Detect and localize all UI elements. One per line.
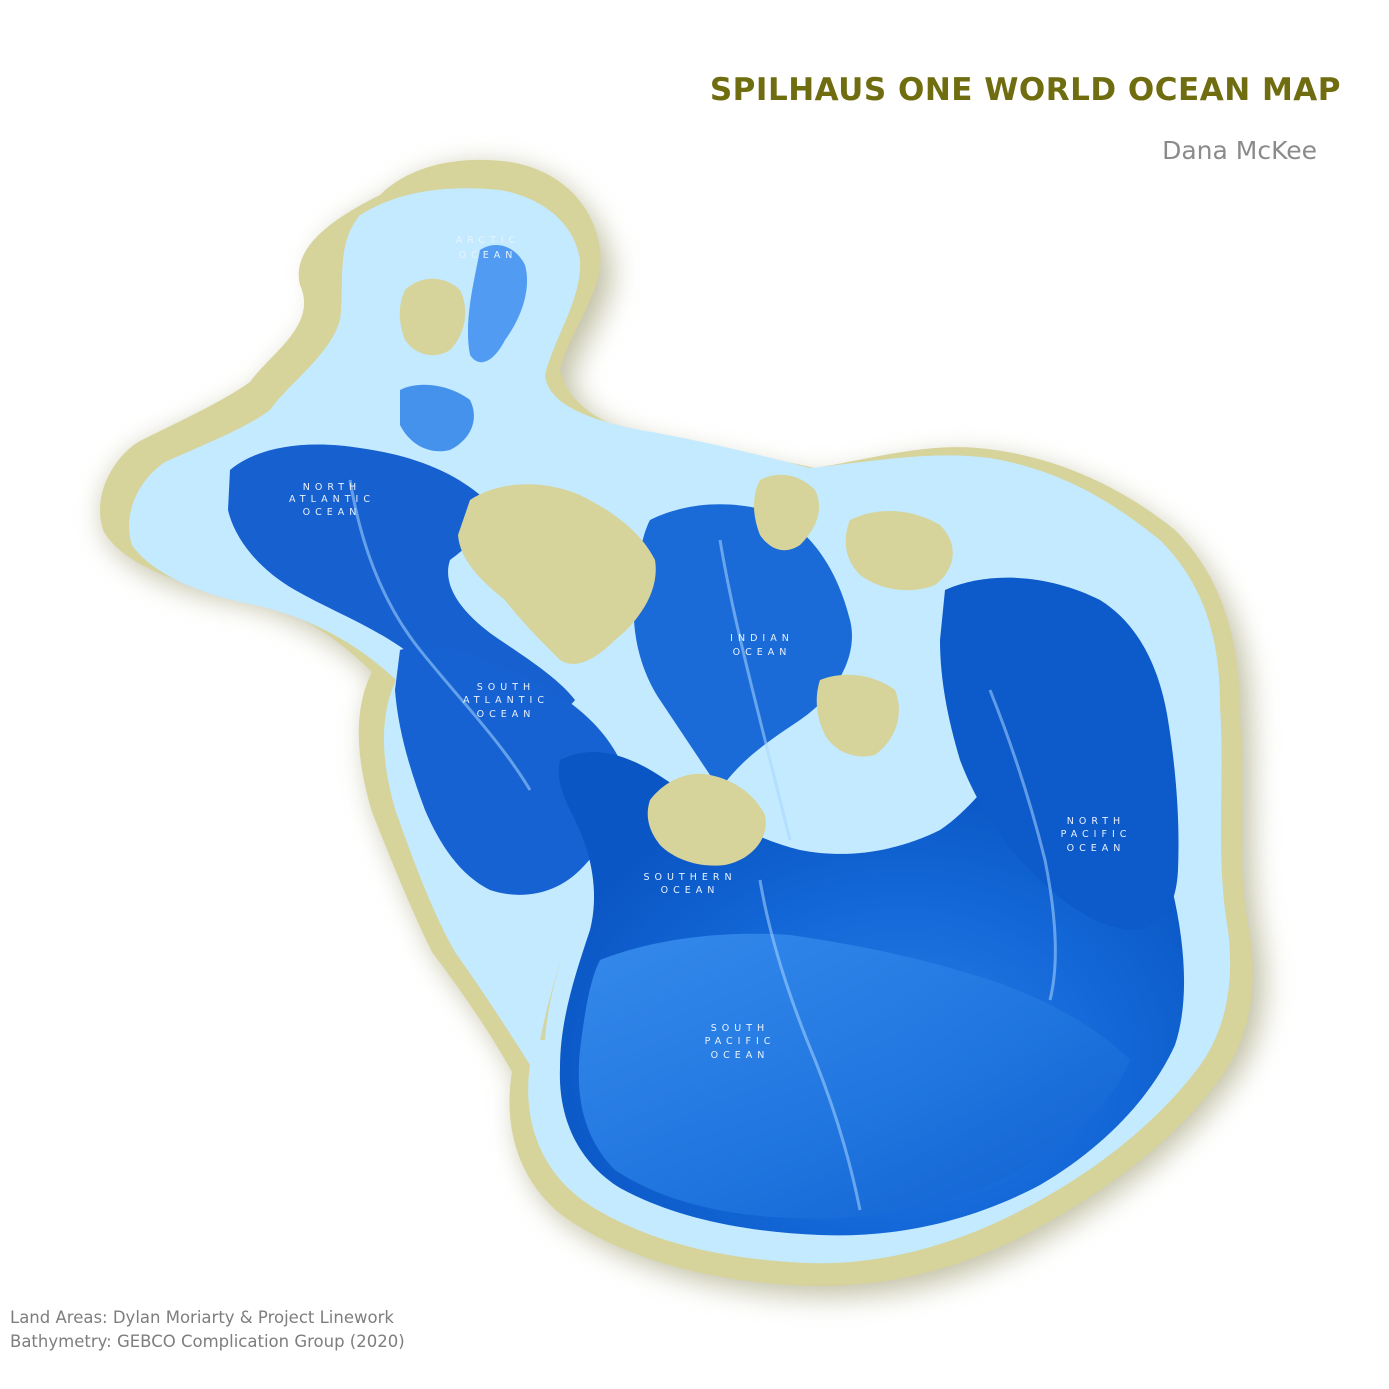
label-indian-line1: INDIAN: [730, 633, 794, 644]
label-north-atlantic-line1: NORTH: [303, 482, 361, 493]
label-southern-ocean: SOUTHERN OCEAN: [643, 872, 736, 896]
north-pacific-basin: [940, 577, 1179, 930]
credit-bathymetry: Bathymetry: GEBCO Complication Group (20…: [10, 1332, 405, 1351]
south-pacific-basin: [578, 933, 1130, 1219]
label-southern-line1: SOUTHERN: [643, 872, 736, 883]
landmass-arabia: [754, 474, 820, 551]
map-credits: Land Areas: Dylan Moriarty & Project Lin…: [10, 1306, 405, 1354]
label-south-pacific-ocean: SOUTH PACIFIC OCEAN: [705, 1023, 776, 1061]
landmass-southeast-asia: [816, 674, 899, 757]
label-south-pacific-line1: SOUTH: [711, 1023, 769, 1034]
landmass-antarctica-edge: [540, 930, 572, 1040]
label-north-atlantic-line2: ATLANTIC: [289, 494, 375, 505]
credit-land-areas: Land Areas: Dylan Moriarty & Project Lin…: [10, 1308, 394, 1327]
label-north-atlantic-ocean: NORTH ATLANTIC OCEAN: [289, 482, 375, 518]
label-south-atlantic-ocean: SOUTH ATLANTIC OCEAN: [463, 682, 549, 720]
norwegian-sea: [400, 384, 474, 452]
landmass-africa: [458, 484, 656, 664]
label-indian-ocean: INDIAN OCEAN: [730, 633, 794, 658]
landmass-australia: [647, 773, 766, 866]
label-north-pacific-line1: NORTH: [1067, 816, 1125, 827]
map-title: SPILHAUS ONE WORLD OCEAN MAP: [709, 72, 1341, 108]
label-north-pacific-line3: OCEAN: [1067, 843, 1126, 854]
label-north-atlantic-line3: OCEAN: [303, 507, 362, 518]
north-atlantic-basin: [228, 444, 575, 717]
mid-ocean-ridges: [348, 479, 1057, 1211]
label-south-pacific-line3: OCEAN: [711, 1050, 770, 1061]
landmass-greenland: [399, 278, 466, 356]
label-indian-line2: OCEAN: [733, 647, 792, 658]
label-north-pacific-line2: PACIFIC: [1061, 829, 1132, 840]
landmass-madagascar: [602, 579, 614, 601]
arctic-basin: [467, 245, 528, 363]
landmass-east-asia: [845, 510, 953, 591]
label-southern-line2: OCEAN: [661, 885, 720, 896]
map-author: Dana McKee: [1162, 136, 1317, 165]
label-arctic-ocean: ARCTIC OCEAN: [456, 235, 521, 261]
label-arctic-line2: OCEAN: [459, 250, 518, 261]
south-atlantic-basin: [395, 646, 623, 895]
label-south-atlantic-line1: SOUTH: [477, 682, 535, 693]
label-arctic-line1: ARCTIC: [456, 235, 521, 246]
label-north-pacific-ocean: NORTH PACIFIC OCEAN: [1061, 816, 1132, 854]
label-south-atlantic-line3: OCEAN: [477, 709, 536, 720]
label-south-atlantic-line2: ATLANTIC: [463, 695, 549, 706]
label-south-pacific-line2: PACIFIC: [705, 1036, 776, 1047]
